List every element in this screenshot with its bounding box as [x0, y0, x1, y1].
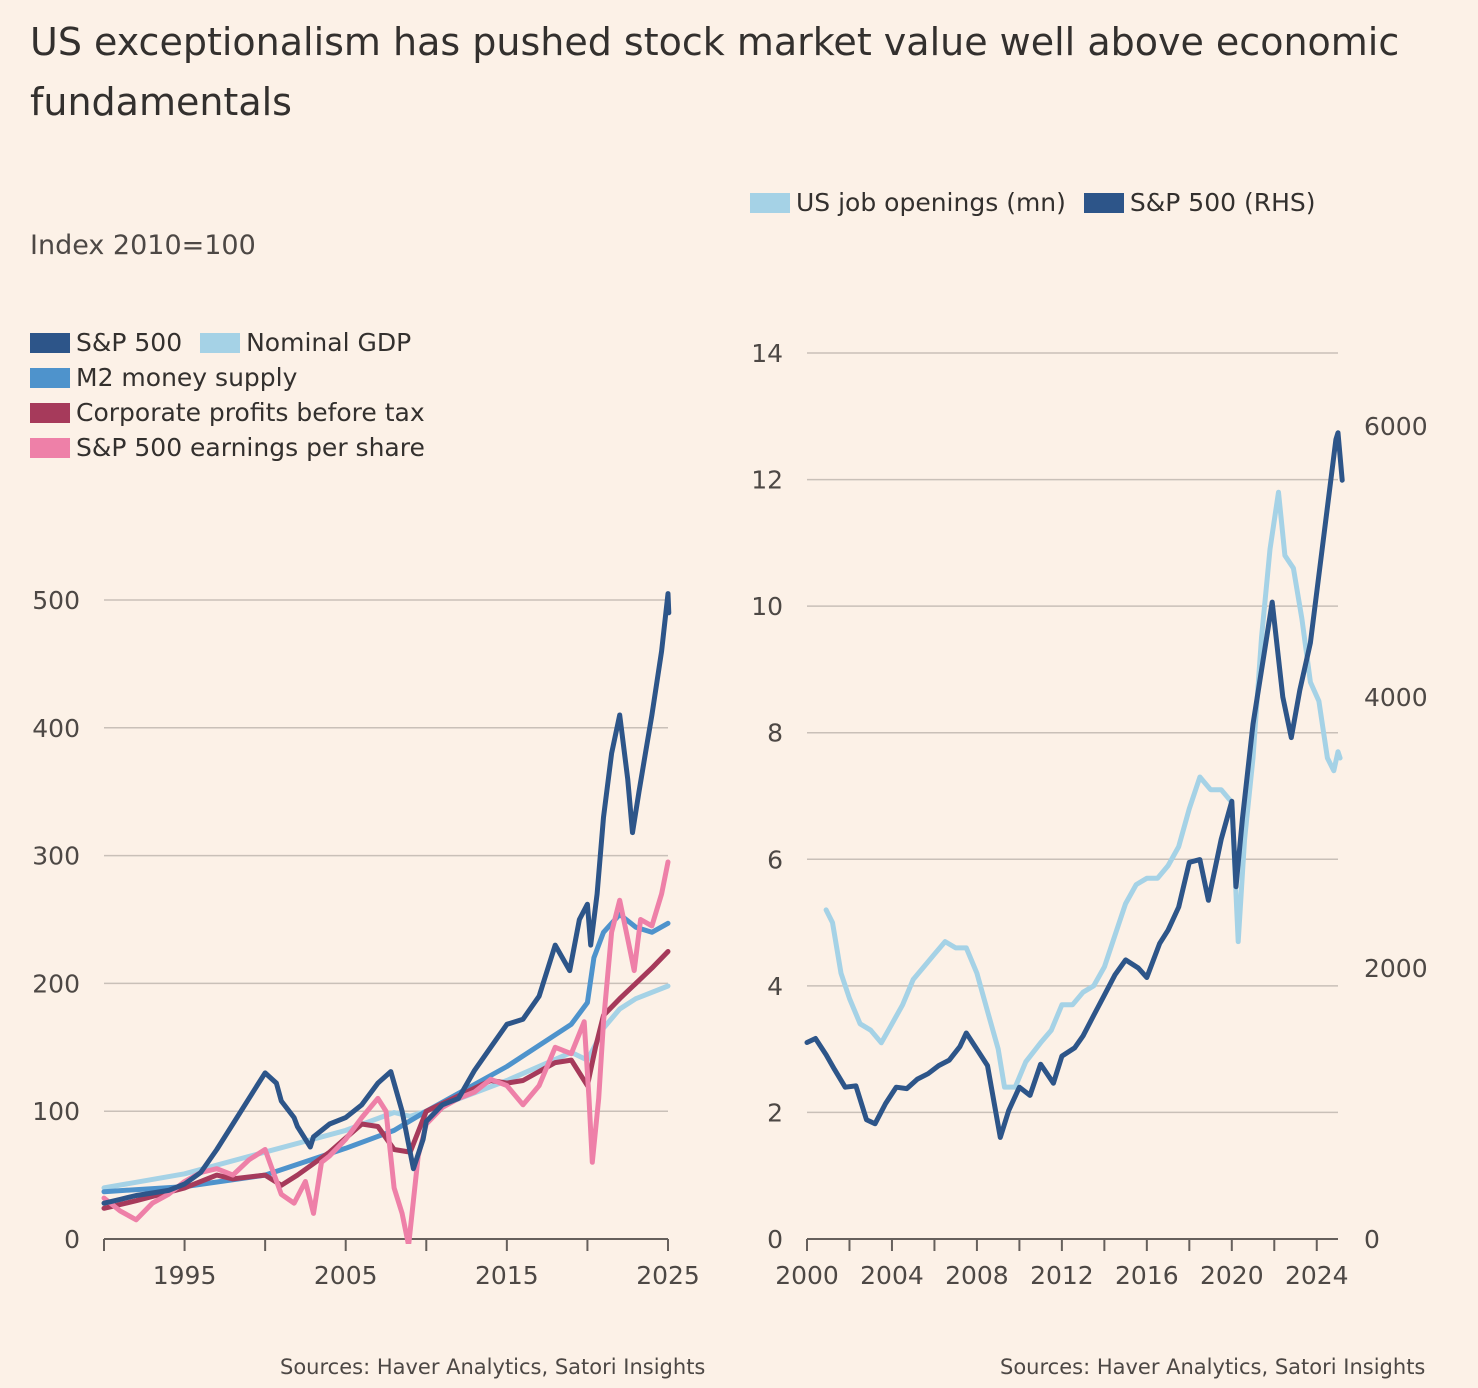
y-tick-label: 300 [32, 842, 80, 871]
right-legend: US job openings (mn) S&P 500 (RHS) [750, 185, 1450, 220]
y-tick-label: 500 [32, 586, 80, 615]
y-left-tick-label: 6 [767, 845, 783, 874]
left-line-chart: 0 100 200 300 400 500 1995 2005 2015 2025 [32, 586, 700, 1290]
legend-label: Corporate profits before tax [76, 398, 425, 427]
legend-item-eps: S&P 500 earnings per share [30, 430, 425, 465]
x-tick-label: 1995 [153, 1261, 217, 1290]
x-tick-label: 2024 [1285, 1261, 1349, 1290]
legend-swatch [30, 332, 70, 353]
y-left-tick-label: 4 [767, 972, 783, 1001]
page-title: US exceptionalism has pushed stock marke… [30, 20, 1400, 124]
x-tick-label: 2004 [860, 1261, 924, 1290]
y-left-tick-label: 12 [751, 466, 783, 495]
legend-label: S&P 500 earnings per share [76, 433, 425, 462]
legend-label: M2 money supply [76, 363, 298, 392]
series-line-corporate-profits-before-tax [101, 949, 671, 1211]
y-left-tick-label: 10 [751, 592, 783, 621]
legend-label: S&P 500 [76, 328, 183, 357]
series-line-nominal-gdp [101, 983, 671, 1191]
legend-item-sp500-rhs: S&P 500 (RHS) [1083, 185, 1316, 220]
y-left-tick-label: 0 [767, 1225, 783, 1254]
legend-item-m2: M2 money supply [30, 360, 297, 395]
y-right-tick-label: 6000 [1364, 412, 1428, 441]
y-left-tick-label: 2 [767, 1098, 783, 1127]
y-tick-label: 0 [64, 1225, 80, 1254]
series-line-s-p-500-earnings-per-share [101, 859, 671, 1244]
right-line-chart: 0 2 4 6 8 10 12 14 0 2000 4000 6000 2000 2004 2008 2012… [751, 339, 1427, 1290]
y-left-tick-label: 8 [767, 719, 783, 748]
y-right-tick-label: 0 [1364, 1225, 1380, 1254]
series-line-s-p-500 [101, 591, 672, 1206]
x-tick-label: 2016 [1115, 1261, 1179, 1290]
legend-swatch [30, 402, 70, 423]
y-left-tick-label: 14 [751, 339, 783, 368]
y-right-tick-label: 2000 [1364, 954, 1428, 983]
legend-swatch [750, 192, 790, 213]
x-tick-label: 2025 [636, 1261, 700, 1290]
x-tick-label: 2015 [475, 1261, 539, 1290]
legend-swatch [30, 437, 70, 458]
left-chart-subtitle: Index 2010=100 [30, 230, 256, 261]
x-tick-label: 2008 [945, 1261, 1009, 1290]
left-legend: S&P 500 Nominal GDP M2 money supply Corp… [30, 325, 450, 465]
y-right-tick-label: 4000 [1364, 683, 1428, 712]
series-line-s-p-500-rhs [804, 430, 1345, 1140]
y-tick-label: 400 [32, 714, 80, 743]
legend-label: Nominal GDP [246, 328, 412, 357]
right-source-note: Sources: Haver Analytics, Satori Insight… [1000, 1355, 1426, 1379]
legend-item-sp500: S&P 500 [30, 325, 182, 360]
legend-item-corporate-profits: Corporate profits before tax [30, 395, 425, 430]
series-line-m2-money-supply [101, 911, 671, 1195]
y-tick-label: 100 [32, 1097, 80, 1126]
x-tick-label: 2012 [1030, 1261, 1094, 1290]
x-tick-label: 2000 [775, 1261, 839, 1290]
x-tick-label: 2005 [314, 1261, 378, 1290]
legend-item-job-openings: US job openings (mn) [750, 185, 1066, 220]
legend-swatch [1083, 192, 1124, 213]
y-tick-label: 200 [32, 969, 80, 998]
legend-swatch [30, 367, 70, 388]
left-source-note: Sources: Haver Analytics, Satori Insight… [280, 1355, 706, 1379]
x-tick-label: 2020 [1200, 1261, 1264, 1290]
legend-swatch [200, 332, 241, 353]
legend-label: US job openings (mn) [796, 188, 1066, 217]
legend-label: S&P 500 (RHS) [1129, 188, 1316, 217]
series-line-us-job-openings-mn [823, 489, 1343, 1090]
legend-item-nominal-gdp: Nominal GDP [200, 325, 411, 360]
